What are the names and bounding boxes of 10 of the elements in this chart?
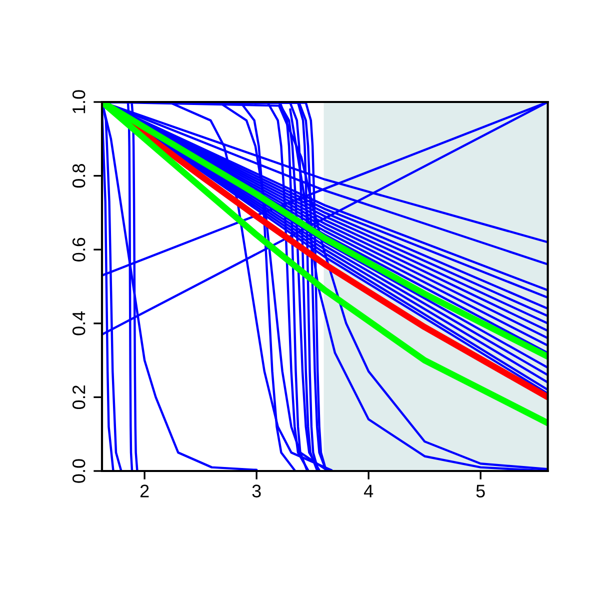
y-tick-label: 0.6 xyxy=(72,238,86,262)
x-tick-label: 5 xyxy=(476,484,485,498)
x-tick-label: 4 xyxy=(364,484,374,498)
y-tick-label: 0.4 xyxy=(72,311,86,336)
y-tick-label: 0.0 xyxy=(72,459,86,483)
y-tick-label: 1.0 xyxy=(72,90,86,114)
y-tick-label: 0.2 xyxy=(72,386,86,410)
x-tick-label: 3 xyxy=(252,484,261,498)
x-tick-label: 2 xyxy=(140,484,149,498)
y-tick-label: 0.8 xyxy=(72,164,86,188)
